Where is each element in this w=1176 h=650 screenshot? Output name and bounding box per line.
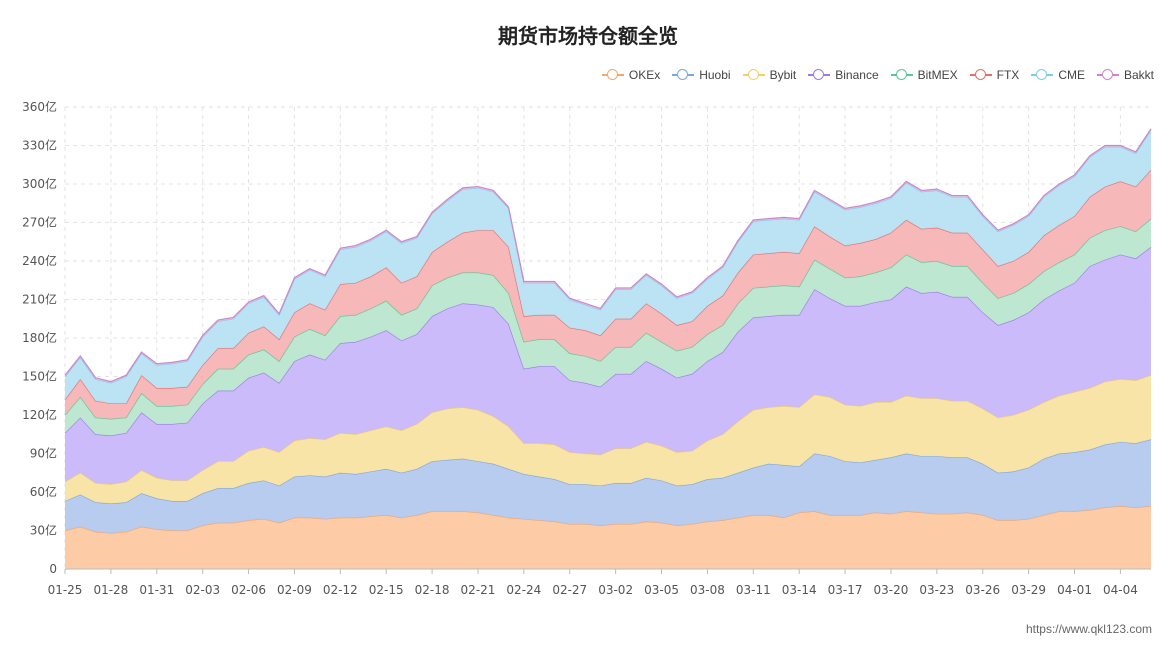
x-tick-label: 03-02 (598, 583, 633, 597)
legend-circle-icon (601, 68, 624, 82)
x-tick-label: 02-24 (506, 583, 541, 597)
area-bitmex (65, 218, 1151, 436)
legend: OKEx Huobi Bybit Binance BitMEX FTX CME Bakkt (601, 68, 1154, 82)
legend-label: CME (1058, 68, 1085, 82)
y-tick-label: 90亿 (30, 446, 57, 461)
legend-circle-icon (1096, 68, 1119, 82)
area-bybit (65, 375, 1151, 504)
x-tick-label: 01-31 (139, 583, 174, 597)
y-tick-label: 0 (49, 562, 57, 576)
legend-circle-icon (890, 68, 913, 82)
area-ftx (65, 169, 1151, 419)
x-tick-label: 01-28 (93, 583, 128, 597)
x-tick-label: 03-08 (690, 583, 725, 597)
area-layer (64, 128, 1152, 569)
y-tick-label: 360亿 (22, 99, 57, 114)
x-tick-label: 02-09 (277, 583, 312, 597)
legend-label: Bakkt (1123, 68, 1154, 82)
series-line-binance (64, 246, 1152, 437)
y-tick-label: 180亿 (22, 330, 57, 345)
y-tick-label: 300亿 (22, 176, 57, 191)
area-binance (65, 246, 1151, 485)
x-tick-label: 02-21 (461, 583, 496, 597)
legend-item-okex[interactable]: OKEx (601, 68, 661, 82)
legend-label: Bybit (769, 68, 797, 82)
legend-item-bakkt[interactable]: Bakkt (1096, 68, 1154, 82)
area-okex (65, 506, 1151, 569)
chart-title: 期货市场持仓额全览 (498, 24, 678, 48)
legend-item-cme[interactable]: CME (1031, 68, 1085, 82)
axis-layer: 0 30亿 60亿 90亿 120亿 150亿 180亿 210亿 240亿 270亿 300亿 33… (22, 99, 1151, 597)
legend-circle-icon (742, 68, 765, 82)
legend-label: FTX (996, 68, 1020, 82)
y-tick-label: 330亿 (22, 138, 57, 153)
x-tick-label: 02-03 (185, 583, 220, 597)
area-cme (65, 130, 1151, 404)
series-line-bakkt (64, 128, 1152, 383)
legend-label: OKEx (628, 68, 661, 82)
legend-label: Huobi (699, 68, 731, 82)
x-tick-label: 04-04 (1103, 583, 1138, 597)
y-tick-label: 150亿 (22, 369, 57, 384)
x-tick-label: 01-25 (48, 583, 83, 597)
legend-circle-icon (808, 68, 831, 82)
legend-circle-icon (1031, 68, 1054, 82)
x-tick-label: 02-12 (323, 583, 358, 597)
x-tick-label: 02-15 (369, 583, 404, 597)
y-tick-label: 30亿 (30, 523, 57, 538)
x-tick-label: 02-27 (552, 583, 587, 597)
legend-item-bitmex[interactable]: BitMEX (890, 68, 958, 82)
x-tick-label: 02-06 (231, 583, 266, 597)
x-tick-label: 02-18 (415, 583, 450, 597)
x-tick-label: 04-01 (1057, 583, 1092, 597)
legend-item-binance[interactable]: Binance (808, 68, 879, 82)
legend-circle-icon (672, 68, 695, 82)
x-tick-label: 03-23 (919, 583, 954, 597)
y-tick-label: 270亿 (22, 215, 57, 230)
area-huobi (65, 439, 1151, 534)
legend-item-huobi[interactable]: Huobi (672, 68, 731, 82)
x-tick-label: 03-26 (965, 583, 1000, 597)
x-tick-label: 03-20 (874, 583, 909, 597)
y-tick-label: 120亿 (22, 407, 57, 422)
source-watermark: https://www.qkl123.com (1025, 622, 1152, 636)
x-tick-label: 03-17 (828, 583, 863, 597)
legend-label: Binance (835, 68, 879, 82)
x-tick-label: 03-05 (644, 583, 679, 597)
legend-item-bybit[interactable]: Bybit (742, 68, 797, 82)
legend-circle-icon (969, 68, 992, 82)
x-tick-label: 03-14 (782, 583, 817, 597)
y-tick-label: 210亿 (22, 292, 57, 307)
x-tick-label: 03-11 (736, 583, 771, 597)
x-tick-label: 03-29 (1011, 583, 1046, 597)
y-tick-label: 60亿 (30, 484, 57, 499)
legend-item-ftx[interactable]: FTX (969, 68, 1020, 82)
legend-label: BitMEX (917, 68, 958, 82)
y-tick-label: 240亿 (22, 253, 57, 268)
